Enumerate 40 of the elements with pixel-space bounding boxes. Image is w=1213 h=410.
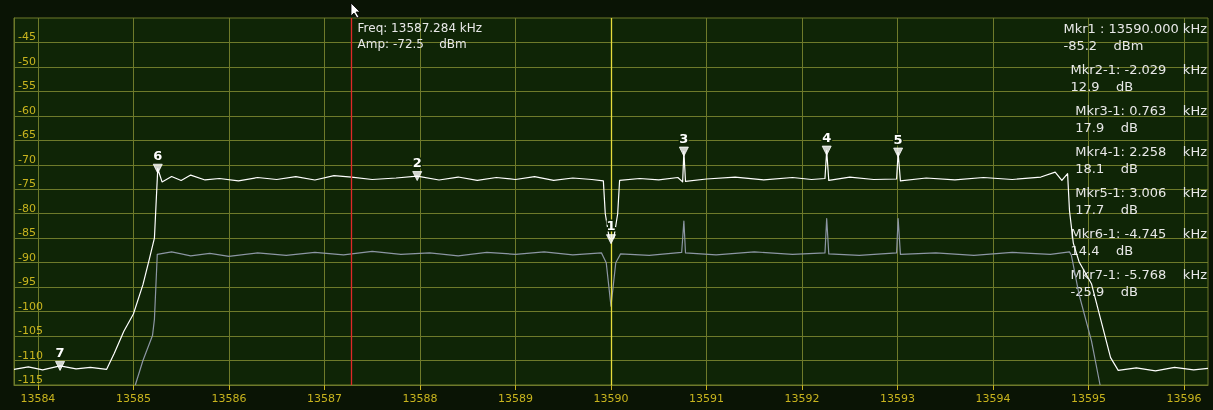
x-tick-label: 13589	[497, 392, 533, 405]
y-tick-label: -105	[18, 324, 43, 338]
y-tick-label: -45	[18, 30, 36, 44]
y-tick-label: -60	[18, 103, 36, 117]
y-tick-label: -75	[18, 177, 36, 191]
y-tick-label: -95	[18, 275, 36, 289]
y-tick-label: -80	[18, 201, 36, 215]
y-tick-label: -90	[18, 250, 36, 264]
annotation: Mkr1 : 13590.000 kHz -85.2 dBm	[1063, 21, 1208, 53]
annotation: 2	[412, 155, 422, 171]
x-tick-label: 13596	[1166, 392, 1202, 405]
y-tick-label: -110	[18, 348, 43, 362]
annotation: 3	[679, 130, 689, 146]
annotation: Mkr2-1: -2.029 kHz 12.9 dB	[1070, 62, 1208, 94]
y-tick-label: -65	[18, 128, 36, 142]
x-tick-label: 13595	[1071, 392, 1107, 405]
y-tick-label: -70	[18, 152, 36, 166]
x-tick-label: 13594	[975, 392, 1011, 405]
x-tick-label: 13592	[784, 392, 820, 405]
x-tick-label: 13587	[306, 392, 342, 405]
ref-line-label: Freq: 13587.284 kHz Amp: -72.5 dBm	[357, 21, 483, 51]
x-tick-label: 13584	[20, 392, 56, 405]
y-tick-label: -85	[18, 226, 36, 240]
y-tick-label: -100	[18, 299, 43, 313]
annotation: Mkr5-1: 3.006 kHz 17.7 dB	[1075, 185, 1208, 217]
annotation: 5	[893, 131, 903, 147]
y-tick-label: -50	[18, 54, 36, 68]
annotation: 4	[822, 129, 832, 145]
annotation: Mkr4-1: 2.258 kHz 18.1 dB	[1075, 144, 1208, 176]
y-tick-label: -115	[18, 373, 43, 386]
annotation: 7	[55, 344, 65, 360]
y-tick-label: -55	[18, 79, 36, 93]
x-tick-label: 13585	[115, 392, 151, 405]
x-tick-label: 13591	[689, 392, 725, 405]
x-tick-label: 13586	[211, 392, 247, 405]
annotation: 6	[153, 147, 163, 163]
x-tick-label: 13588	[402, 392, 438, 405]
x-tick-label: 13593	[880, 392, 916, 405]
annotation: Mkr3-1: 0.763 kHz 17.9 dB	[1075, 103, 1208, 135]
x-tick-label: 13590	[593, 392, 629, 405]
